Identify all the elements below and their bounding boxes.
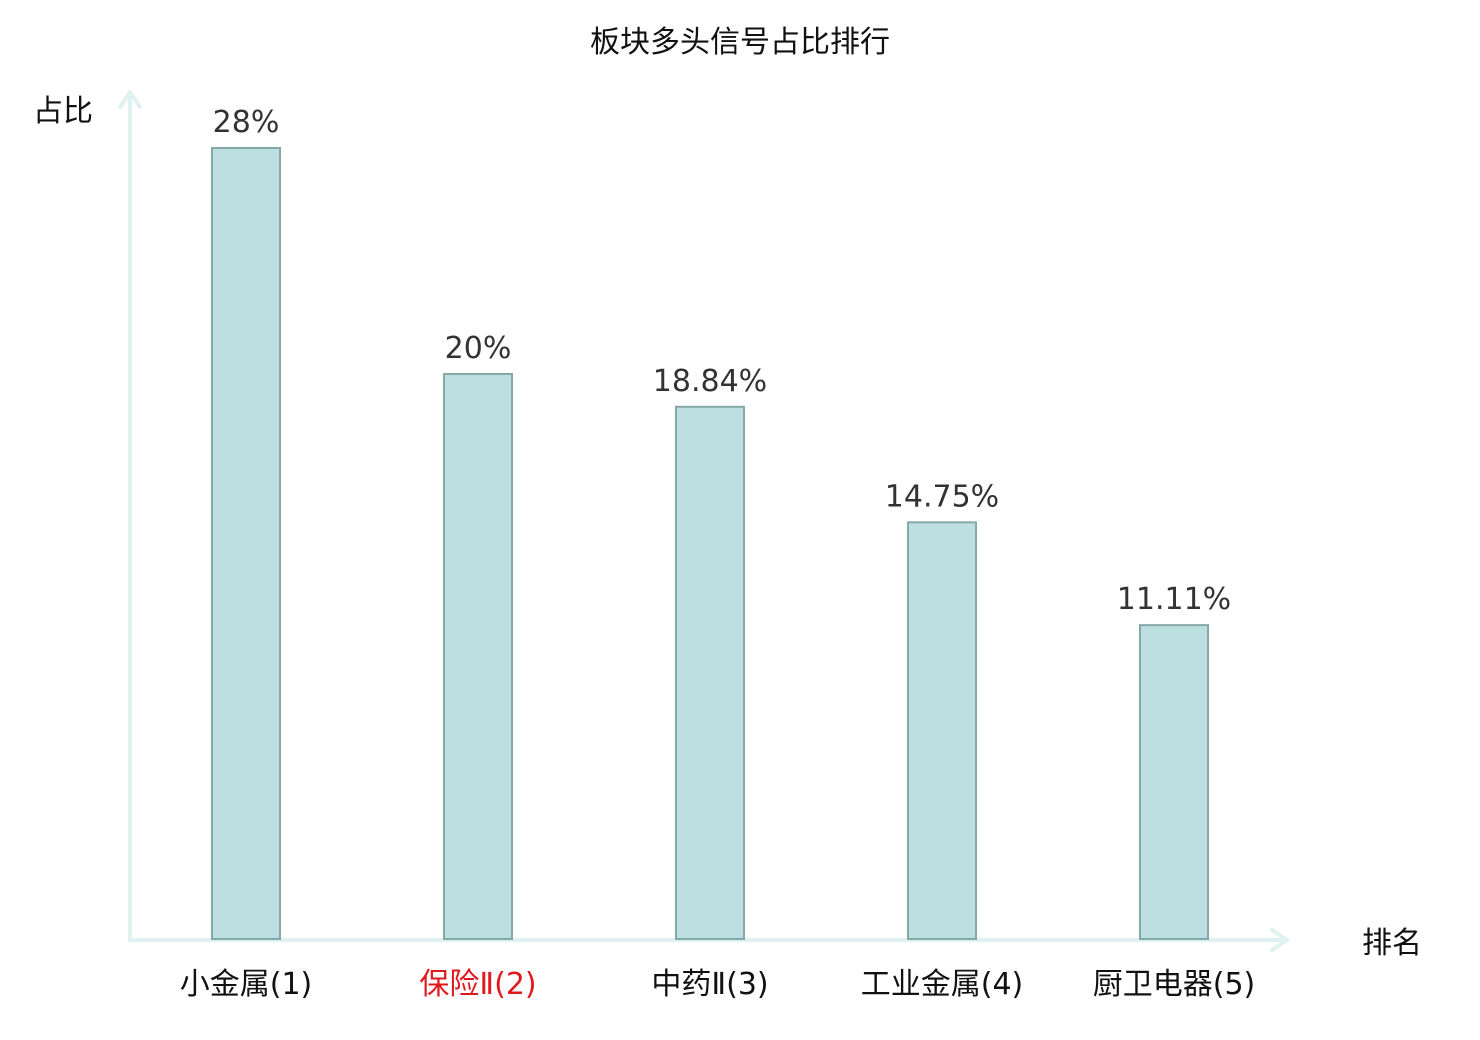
chart-title: 板块多头信号占比排行	[590, 25, 890, 60]
category-label-1: 小金属(1)	[180, 967, 313, 1002]
category-label-4: 工业金属(4)	[861, 967, 1024, 1002]
bar-2	[444, 374, 512, 939]
value-label-2: 20%	[445, 331, 512, 366]
value-label-5: 11.11%	[1117, 582, 1231, 617]
bar-4	[908, 522, 976, 939]
category-label-3: 中药Ⅱ(3)	[651, 967, 768, 1002]
value-label-1: 28%	[213, 105, 280, 140]
x-axis-label: 排名	[1362, 926, 1422, 961]
value-label-3: 18.84%	[653, 364, 767, 399]
value-label-4: 14.75%	[885, 479, 999, 514]
bar-5	[1140, 625, 1208, 939]
category-label-2: 保险Ⅱ(2)	[419, 967, 536, 1002]
bar-3	[676, 407, 744, 939]
bar-1	[212, 148, 280, 939]
category-label-5: 厨卫电器(5)	[1093, 967, 1256, 1002]
bars-layer: 28% 小金属(1) 20% 保险Ⅱ(2) 18.84% 中药Ⅱ(3) 14.75% 工业金属…	[180, 105, 1256, 1002]
y-axis-label: 占比	[33, 94, 93, 129]
